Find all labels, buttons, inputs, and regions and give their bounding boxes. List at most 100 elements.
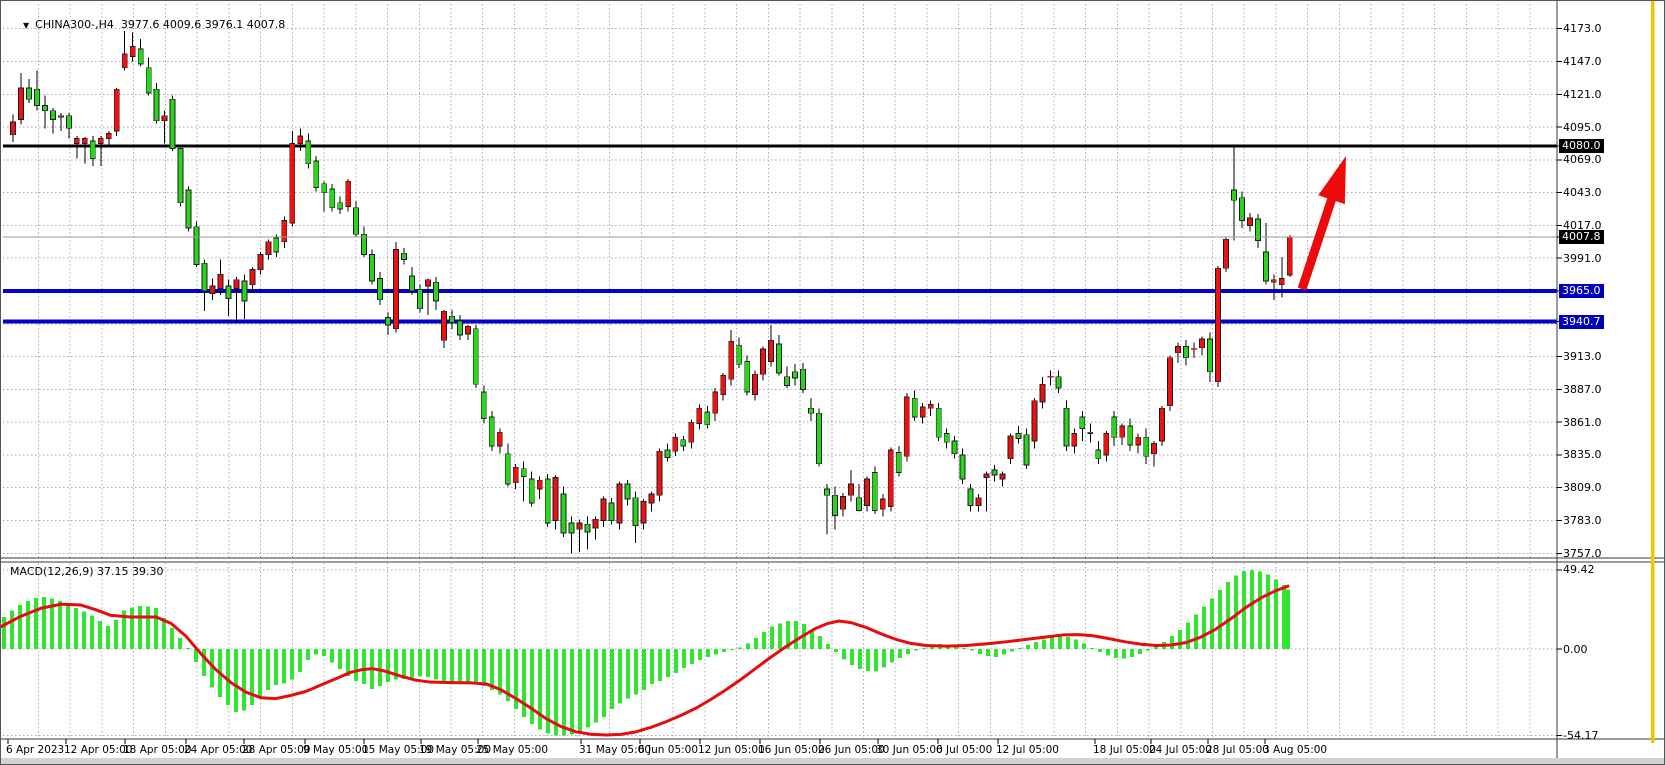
time-axis-label: 3 Aug 05:00: [1263, 744, 1328, 756]
price-axis-label: 4017.0: [1563, 218, 1602, 232]
price-axis-label: 3835.0: [1563, 448, 1602, 462]
bull-candle: [728, 341, 735, 380]
price-axis-label: 4147.0: [1563, 55, 1602, 68]
bull-candle: [512, 467, 519, 484]
bull-candle: [1175, 346, 1181, 354]
bull-candle: [441, 310, 447, 341]
macd-axis-label: -54.17: [1563, 729, 1599, 743]
bear-candle: [42, 105, 48, 112]
bear-candle: [313, 160, 320, 189]
bear-candle: [185, 189, 192, 229]
bull-candle: [18, 87, 24, 120]
bull-candle: [1167, 357, 1173, 407]
time-axis-label: 19 May 05:00: [419, 744, 492, 756]
bull-candle: [121, 53, 128, 69]
bear-candle: [608, 502, 615, 521]
bear-candle: [433, 281, 439, 302]
bear-candle: [472, 328, 479, 385]
bull-candle: [1247, 217, 1253, 226]
bull-candle: [688, 421, 695, 443]
bull-candle: [1135, 436, 1142, 446]
bull-candle: [97, 138, 104, 144]
bull-candle: [879, 498, 886, 510]
bear-candle: [353, 207, 360, 235]
time-axis-label: 18 Jul 05:00: [1093, 744, 1156, 756]
bull-candle: [297, 135, 304, 144]
bear-candle: [624, 483, 631, 500]
bull-candle: [848, 483, 854, 496]
bear-candle: [744, 361, 751, 393]
bear-candle: [1183, 346, 1189, 359]
price-axis-label: 3991.0: [1563, 251, 1602, 265]
bear-candle: [1087, 431, 1094, 434]
bull-candle: [1215, 267, 1221, 383]
bear-candle: [504, 453, 511, 485]
price-badge: 3940.7: [1559, 314, 1604, 329]
bear-candle: [385, 317, 391, 326]
time-axis-label: 6 Jul 05:00: [936, 744, 993, 756]
bull-candle: [345, 180, 352, 207]
bear-candle: [456, 320, 463, 336]
time-axis-label: 12 Jul 05:00: [996, 744, 1059, 756]
bear-candle: [1207, 338, 1213, 373]
bear-candle: [34, 88, 40, 107]
bear-candle: [177, 148, 184, 204]
time-axis-label: 28 Jul 05:00: [1206, 744, 1269, 756]
price-axis-label: 4069.0: [1563, 153, 1602, 167]
bear-candle: [409, 275, 415, 292]
bull-candle: [672, 436, 679, 452]
bear-candle: [153, 88, 160, 122]
bull-candle: [1286, 236, 1293, 276]
bear-candle: [808, 407, 814, 414]
macd-axis-label: 49.42: [1563, 563, 1595, 577]
bear-candle: [1239, 197, 1245, 221]
bull-candle: [919, 406, 926, 418]
bull-candle: [640, 501, 647, 524]
bull-candle: [975, 497, 982, 506]
bear-candle: [871, 472, 878, 511]
bear-candle: [169, 98, 176, 149]
price-axis-label: 3887.0: [1563, 382, 1602, 396]
bear-candle: [1095, 449, 1102, 460]
symbol-dropdown-icon[interactable]: ▼: [23, 21, 30, 30]
time-axis-label: 12 Jun 05:00: [698, 744, 765, 756]
bull-candle: [217, 274, 224, 289]
time-axis-label: 30 Jun 05:00: [876, 744, 943, 756]
bull-candle: [648, 493, 655, 504]
bull-candle: [927, 404, 934, 409]
bear-candle: [1127, 425, 1134, 446]
trend-arrow-head[interactable]: [1318, 156, 1346, 205]
bull-candle: [113, 88, 120, 132]
trend-arrow-shaft[interactable]: [1297, 192, 1338, 291]
bull-candle: [161, 115, 168, 122]
bull-candle: [1103, 433, 1110, 456]
bear-candle: [201, 262, 208, 292]
bear-candle: [632, 497, 639, 526]
bull-candle: [760, 348, 767, 375]
price-axis-label: 3913.0: [1563, 350, 1602, 364]
price-axis-label: 3757.0: [1563, 546, 1602, 560]
bull-candle: [552, 477, 559, 521]
bull-candle: [10, 121, 16, 136]
time-axis-label: 6 Jun 05:00: [638, 744, 699, 756]
bull-candle: [265, 241, 272, 255]
bull-candle: [1039, 383, 1046, 403]
bear-candle: [1254, 218, 1261, 241]
bear-candle: [855, 497, 862, 511]
bear-candle: [50, 110, 56, 120]
bull-candle: [281, 219, 288, 243]
price-badge: 4080.0: [1559, 139, 1604, 153]
bear-candle: [943, 433, 950, 443]
bear-candle: [704, 411, 711, 426]
bull-candle: [289, 143, 296, 224]
bear-candle: [664, 449, 671, 458]
bull-candle: [840, 496, 846, 510]
bear-candle: [193, 226, 200, 265]
bull-candle: [696, 407, 703, 424]
time-axis-label: 24 Jul 05:00: [1149, 744, 1212, 756]
time-axis-label: 12 Apr 05:00: [64, 744, 133, 756]
bull-candle: [209, 285, 216, 294]
bear-candle: [145, 67, 152, 94]
macd-axis-label: 0.00: [1563, 642, 1588, 656]
